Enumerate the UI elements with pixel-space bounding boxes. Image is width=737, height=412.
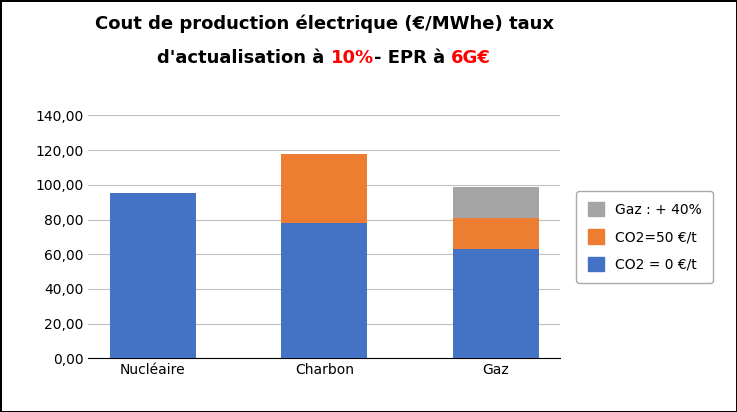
Text: - EPR à: - EPR à (374, 49, 451, 68)
Bar (453, 249, 539, 358)
Text: Cout de production électrique (€/MWhe) taux: Cout de production électrique (€/MWhe) t… (95, 14, 553, 33)
Text: d'actualisation à: d'actualisation à (157, 49, 331, 68)
Bar (453, 218, 539, 249)
Text: 10%: 10% (331, 49, 374, 68)
Legend: Gaz : + 40%, CO2=50 €/t, CO2 = 0 €/t: Gaz : + 40%, CO2=50 €/t, CO2 = 0 €/t (576, 191, 713, 283)
Bar (282, 223, 367, 358)
Text: 6G€: 6G€ (451, 49, 492, 68)
Bar (110, 194, 195, 358)
Bar (282, 154, 367, 223)
Bar (453, 187, 539, 218)
